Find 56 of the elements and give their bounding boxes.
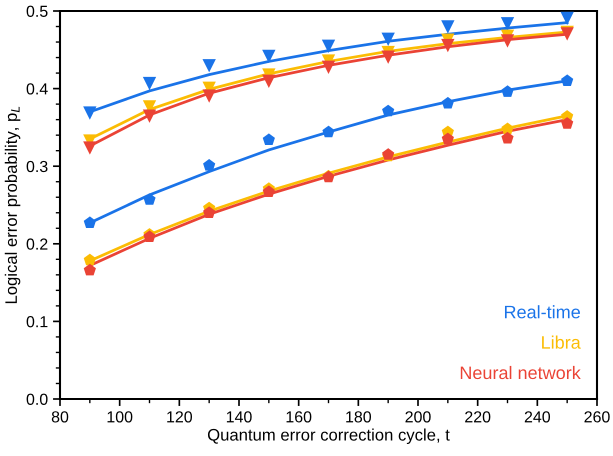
y-tick-label: 0.1 xyxy=(26,316,48,328)
point xyxy=(84,264,96,276)
point xyxy=(382,32,394,46)
x-tick-label: 120 xyxy=(167,411,192,423)
y-tick-label: 0.2 xyxy=(26,238,48,250)
point xyxy=(262,50,276,62)
point xyxy=(84,106,96,119)
point xyxy=(262,186,275,197)
text: Real-time xyxy=(504,305,580,318)
point xyxy=(382,104,394,116)
x-tick-label: 160 xyxy=(286,411,312,423)
x-tick-label: 220 xyxy=(465,411,490,423)
y-tick-label: 0.3 xyxy=(26,160,48,172)
point xyxy=(382,50,394,64)
point xyxy=(442,38,454,52)
point xyxy=(322,40,335,52)
point xyxy=(202,59,216,72)
point xyxy=(442,132,454,144)
x-tick-label: 100 xyxy=(108,411,132,423)
x-tick-label: 80 xyxy=(52,411,68,423)
point xyxy=(262,74,276,88)
point xyxy=(560,12,574,24)
text: Libra xyxy=(542,336,581,349)
point xyxy=(501,17,514,30)
point xyxy=(144,193,156,205)
point xyxy=(501,34,514,47)
y-tick-label: 0.5 xyxy=(26,6,48,17)
x-axis-title: Quantum error correction cycle, t xyxy=(208,428,450,444)
point xyxy=(262,134,275,146)
point xyxy=(84,254,96,266)
point xyxy=(143,110,156,122)
point xyxy=(502,85,514,97)
point xyxy=(502,122,514,134)
point xyxy=(203,159,216,171)
x-tick-label: 140 xyxy=(226,411,252,423)
point xyxy=(442,97,454,109)
y-tick-label: 0.4 xyxy=(26,83,48,95)
point xyxy=(322,60,335,74)
text: Neural network xyxy=(460,366,581,380)
point xyxy=(84,141,96,154)
x-tick-label: 200 xyxy=(405,411,431,423)
y-tick-label: 0.0 xyxy=(26,394,48,405)
point xyxy=(144,230,156,242)
point xyxy=(561,74,574,86)
point xyxy=(442,20,454,33)
x-tick-label: 240 xyxy=(524,411,550,423)
y-axis-title: Logical error probability, p$_{L}$ xyxy=(4,106,20,304)
point xyxy=(322,126,334,138)
point xyxy=(203,206,216,218)
point xyxy=(143,76,156,90)
point xyxy=(84,216,96,228)
point xyxy=(202,89,216,102)
point xyxy=(502,132,514,144)
x-tick-label: 180 xyxy=(346,411,372,423)
x-tick-label: 260 xyxy=(584,411,610,423)
point xyxy=(561,117,574,129)
